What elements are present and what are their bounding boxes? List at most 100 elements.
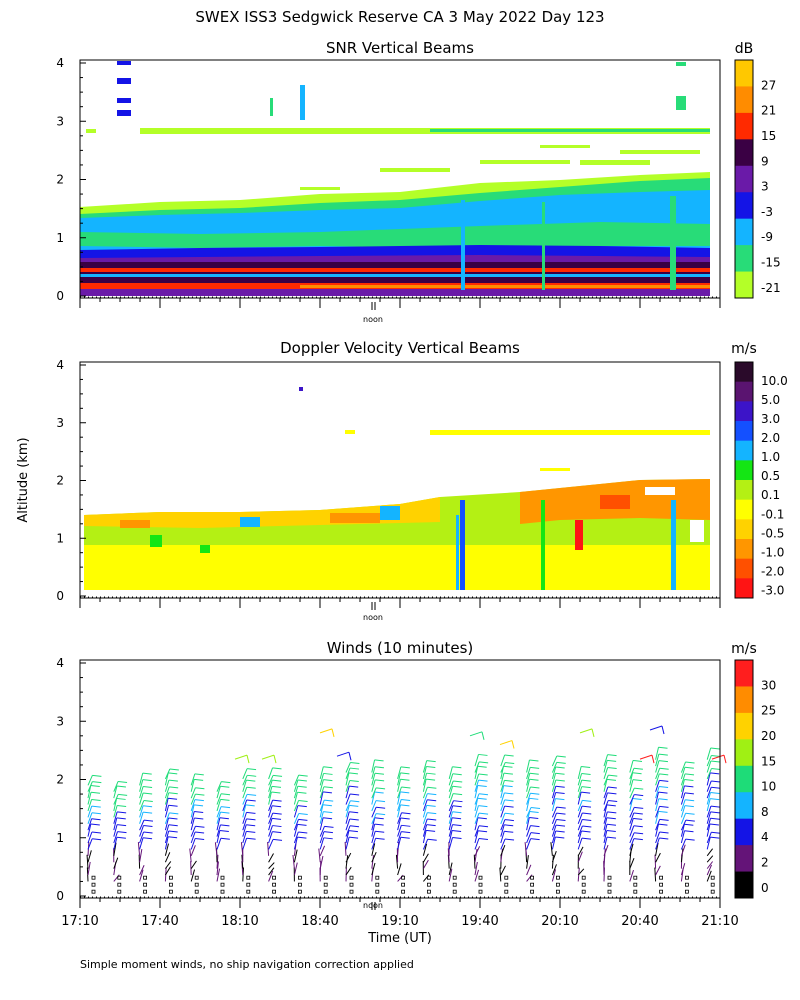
wind-barb-shaft <box>422 812 428 824</box>
wind-barb-shaft <box>680 819 687 831</box>
wind-barb-flag <box>92 774 102 777</box>
calm-marker <box>633 889 638 894</box>
wind-barb-flag <box>481 731 485 740</box>
wind-barb-flag <box>581 830 591 833</box>
wind-barb <box>526 838 540 850</box>
wind-barb-shaft <box>87 792 92 805</box>
wind-barb-shaft <box>87 812 93 824</box>
calm-marker <box>220 875 225 880</box>
wind-barb-shaft <box>422 839 429 850</box>
wind-barb-flag <box>633 825 643 828</box>
wind-barb-shaft <box>293 824 299 837</box>
wind-barb-shaft <box>526 838 532 850</box>
calm-marker <box>452 889 457 894</box>
wind-barb <box>422 843 428 856</box>
wind-barb-shaft <box>397 837 402 850</box>
wind-barb-flag <box>427 838 437 841</box>
wind-barb <box>500 812 514 824</box>
wind-barb-flag <box>246 799 256 802</box>
wind-barb-shaft <box>318 848 321 863</box>
wind-barb-shaft <box>137 842 141 856</box>
wind-barb <box>371 830 385 844</box>
colorbar-swatch <box>735 578 753 599</box>
doppler-streak-4 <box>671 500 676 590</box>
colorbar-swatch <box>735 401 753 422</box>
colorbar-label: -9 <box>761 230 773 244</box>
colorbar-swatch <box>735 558 753 579</box>
wind-barb <box>680 792 694 805</box>
wind-barb-flag <box>195 787 205 790</box>
wind-barb-shaft <box>190 831 196 844</box>
wind-barb <box>469 731 485 740</box>
wind-barb <box>319 772 333 786</box>
wind-barb <box>371 823 384 837</box>
wind-barb-flag <box>452 811 462 814</box>
wind-barb-flag <box>530 825 540 828</box>
colorbar-swatch <box>735 818 753 846</box>
snr-y-axis: 0 1 2 3 4 <box>56 56 86 303</box>
wind-barb <box>371 806 386 818</box>
wind-barb-shaft <box>345 793 351 805</box>
wind-barb-flag <box>194 773 204 776</box>
wind-barb-shaft <box>655 819 661 831</box>
wind-barb-shaft <box>448 837 453 850</box>
wind-barb <box>190 787 205 799</box>
wind-barb <box>448 766 462 780</box>
wind-barb-flag <box>169 786 179 789</box>
wind-barb-shaft <box>242 794 248 805</box>
wind-barb <box>500 805 514 818</box>
wind-barb <box>629 843 634 856</box>
wind-barb-flag <box>247 793 257 796</box>
wind-barb-flag <box>658 760 668 763</box>
calm-marker <box>633 882 638 887</box>
wind-barb-shaft <box>655 786 660 799</box>
wind-barb-shaft <box>371 852 377 863</box>
colorbar-swatch <box>735 686 753 714</box>
wind-barb <box>680 805 694 818</box>
wind-barb <box>165 861 172 869</box>
wind-barb-shaft <box>448 780 454 792</box>
wind-barb <box>422 829 436 844</box>
wind-barb-shaft <box>577 786 583 799</box>
calm-marker <box>272 889 277 894</box>
wind-barb-shaft <box>190 804 195 818</box>
snr-band-red <box>80 268 710 272</box>
wind-barb <box>293 831 308 844</box>
wind-barb-shaft <box>551 819 557 831</box>
wind-barb <box>500 824 514 837</box>
wind-barb <box>654 867 657 882</box>
snr-x-axis <box>79 298 721 310</box>
calm-marker <box>143 882 148 887</box>
wind-barb <box>113 842 117 856</box>
wind-barb <box>268 791 281 805</box>
wind-barb-flag <box>220 837 230 840</box>
wind-barb-shaft <box>319 855 324 869</box>
wind-barb <box>268 779 282 792</box>
wind-barb-flag <box>194 810 204 813</box>
wind-barb-flag <box>219 817 229 820</box>
wind-barb-shaft <box>639 754 653 760</box>
calm-marker <box>375 882 380 887</box>
wind-barb <box>139 819 154 831</box>
wind-barb-shaft <box>629 869 634 882</box>
wind-barb-shaft <box>422 778 427 792</box>
y-tick-label: 2 <box>56 773 64 787</box>
wind-barb <box>242 830 256 844</box>
wind-barb-shaft <box>551 792 557 805</box>
wind-barb-flag <box>323 786 333 789</box>
wind-barb-shaft <box>654 854 657 869</box>
snr-high-echo-1 <box>117 61 131 65</box>
wind-barb-shaft <box>551 766 557 780</box>
wind-barb <box>86 854 89 869</box>
wind-barb <box>164 817 178 831</box>
wind-barb-shaft <box>655 760 660 773</box>
wind-barb <box>577 766 591 780</box>
wind-barb <box>629 779 643 792</box>
wind-barb <box>448 862 453 876</box>
snr-high-echo-7 <box>676 62 686 66</box>
wind-barb <box>216 785 230 799</box>
y-tick-label: 4 <box>56 656 64 670</box>
wind-barb <box>397 804 410 818</box>
wind-barb-shaft <box>469 731 483 737</box>
